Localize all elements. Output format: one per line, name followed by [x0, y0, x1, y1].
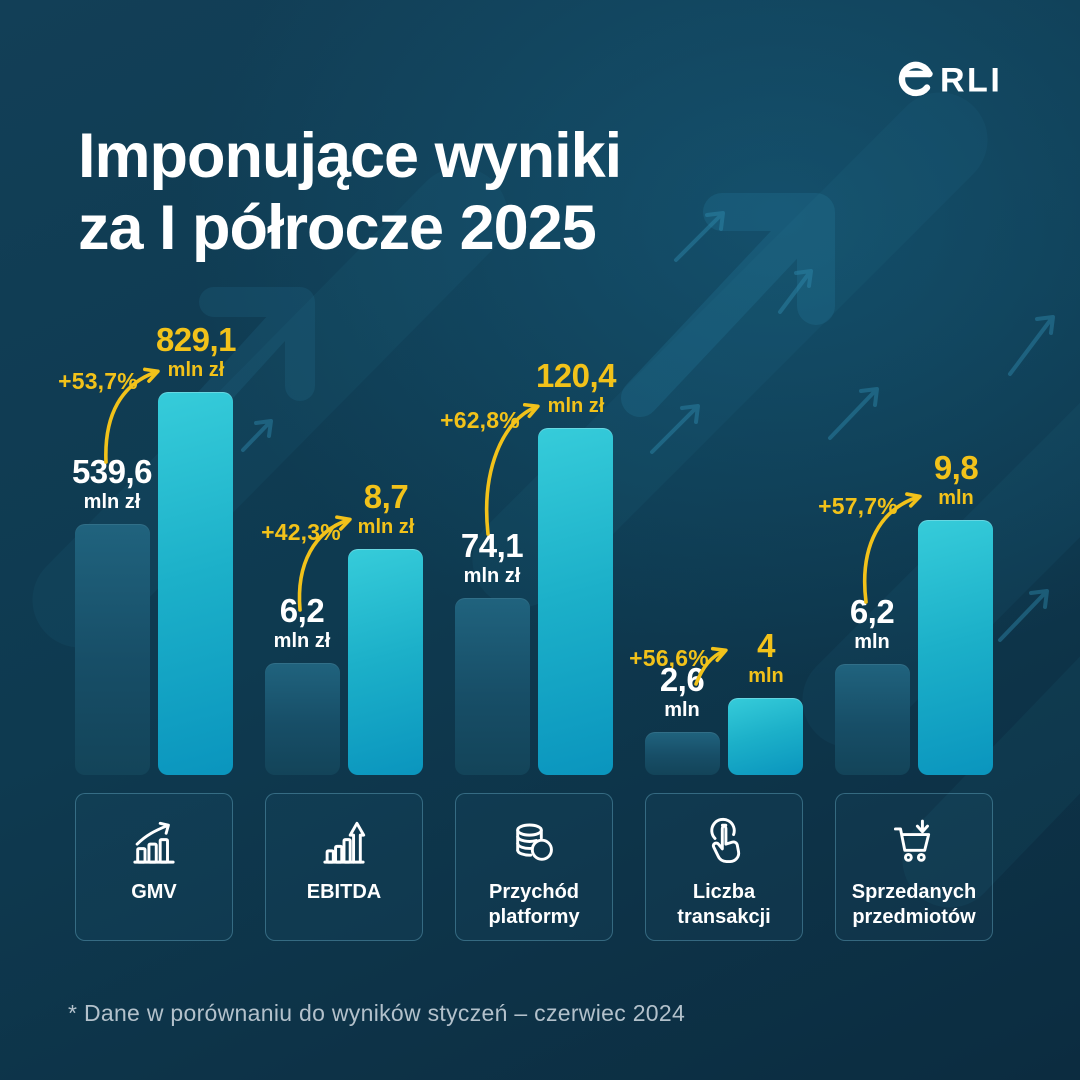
bar-2025 [728, 698, 803, 775]
category-label: EBITDA [306, 881, 382, 903]
bar-2024 [455, 598, 530, 775]
bar-2025 [918, 520, 993, 775]
category-box-transakcje: Liczba transakcji [645, 793, 803, 941]
big-arrow-watermark [621, 193, 835, 417]
category-box-gmv: GMV [75, 793, 233, 941]
bar-2025 [348, 549, 423, 775]
bar-2024 [645, 732, 720, 775]
coins-icon [507, 815, 561, 871]
title-line-1: Imponujące wyniki [78, 121, 622, 191]
previous-value-label: 539,6 mln zł [71, 452, 153, 513]
logo-text: RLI [940, 62, 1002, 100]
previous-value-label: 2,6 mln [659, 660, 705, 721]
bar-2024 [265, 663, 340, 775]
current-value-label: 9,8 mln [933, 448, 979, 509]
metric-group-przedmioty: +57,7% 6,2 mln 9,8 mln [818, 330, 993, 775]
percent-change-label: +57,7% [818, 493, 898, 519]
percent-change-label: +42,3% [261, 519, 341, 545]
category-label: Liczba transakcji [677, 881, 771, 928]
previous-value-label: 6,2 mln zł [273, 591, 331, 652]
bar-chart-up-arrow-icon [317, 815, 371, 871]
percent-change-label: +53,7% [58, 368, 138, 394]
percent-change-label: +62,8% [440, 407, 520, 433]
category-box-przychod: Przychód platformy [455, 793, 613, 941]
current-value-label: 8,7 mln zł [357, 477, 415, 538]
title-line-2: za I półrocze 2025 [78, 193, 597, 263]
current-value-label: 120,4 mln zł [535, 356, 617, 417]
erli-logo: RLI [898, 54, 1030, 104]
bar-2024 [835, 664, 910, 775]
category-label: GMV [131, 881, 177, 903]
bar-2024 [75, 524, 150, 775]
metric-group-przychod: +62,8% 74,1 mln zł 120,4 mln zł [440, 330, 617, 775]
category-box-ebitda: EBITDA [265, 793, 423, 941]
bar-chart-growth-icon [127, 815, 181, 871]
bar-2025 [158, 392, 233, 775]
metric-group-ebitda: +42,3% 6,2 mln zł 8,7 mln zł [261, 330, 423, 775]
previous-value-label: 6,2 mln [849, 592, 895, 653]
current-value-label: 4 mln [748, 626, 784, 687]
category-box-przedmioty: Sprzedanych przedmiotów [835, 793, 993, 941]
metric-group-gmv: +53,7% 539,6 mln zł 829,1 mln zł [58, 323, 237, 775]
previous-value-label: 74,1 mln zł [460, 526, 524, 587]
tap-click-icon [697, 815, 751, 871]
category-label: Sprzedanych przedmiotów [851, 881, 977, 928]
category-label: Przychód platformy [488, 881, 580, 928]
metric-group-transakcje: +56,6% 2,6 mln 4 mln [629, 330, 803, 775]
logo-e-ring [898, 61, 933, 97]
comparison-footnote: * Dane w porównaniu do wyników styczeń –… [68, 1000, 686, 1026]
current-value-label: 829,1 mln zł [155, 320, 237, 381]
cart-download-icon [887, 815, 941, 871]
thin-arrows [241, 211, 1055, 642]
page-title: Imponujące wyniki za I półrocze 2025 [78, 120, 622, 264]
bar-2025 [538, 428, 613, 775]
